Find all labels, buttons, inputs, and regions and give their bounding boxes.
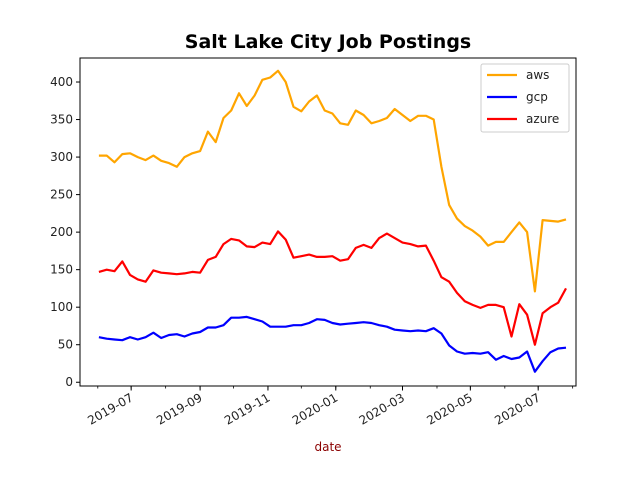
y-tick-label: 250 [50, 188, 73, 202]
legend-label-azure: azure [526, 112, 559, 126]
series-line-aws [98, 69, 567, 293]
series-layer [98, 69, 567, 373]
x-tick-label: 2020-05 [424, 390, 474, 427]
x-tick-label: 2020-01 [290, 390, 340, 427]
plot-frame [79, 57, 577, 387]
y-tick-label: 200 [50, 225, 73, 239]
chart-title: Salt Lake City Job Postings [185, 31, 471, 53]
x-tick-label: 2019-09 [154, 390, 204, 427]
x-tick-label: 2020-07 [492, 390, 542, 427]
y-tick-label: 400 [50, 75, 73, 89]
x-tick-label: 2019-07 [85, 390, 135, 427]
legend: aws gcp azure [480, 63, 570, 133]
y-tick-label: 50 [58, 338, 73, 352]
y-tick-label: 100 [50, 300, 73, 314]
x-tick-label: 2020-03 [357, 390, 407, 427]
legend-label-gcp: gcp [526, 90, 548, 104]
y-tick-label: 300 [50, 150, 73, 164]
y-tick-label: 0 [65, 375, 73, 389]
series-line-gcp [98, 315, 567, 373]
y-axis: 0 50 100 150 200 250 300 350 400 [50, 75, 80, 389]
legend-label-aws: aws [526, 68, 549, 82]
y-tick-label: 350 [50, 113, 73, 127]
y-tick-label: 150 [50, 263, 73, 277]
x-axis: 2019-07 2019-09 2019-11 2020-01 2020-03 2020-… [85, 386, 574, 428]
x-axis-label: date [314, 440, 341, 454]
legend-box [480, 63, 570, 133]
x-tick-label: 2019-11 [222, 390, 272, 427]
series-line-azure [98, 230, 567, 346]
